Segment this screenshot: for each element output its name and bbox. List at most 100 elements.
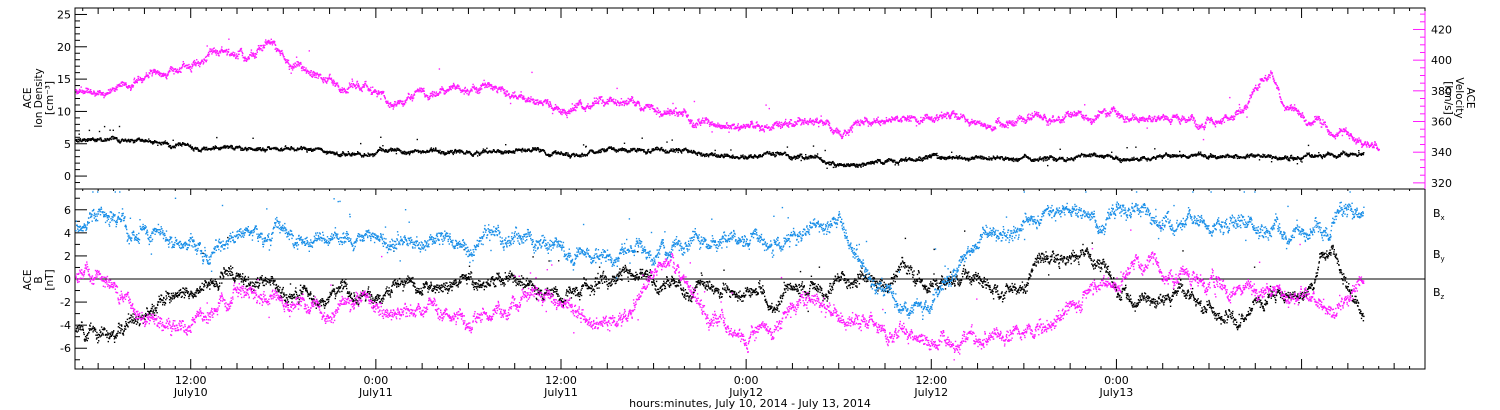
velocity-point (153, 70, 156, 72)
velocity-point (220, 50, 222, 52)
velocity-point (942, 114, 945, 116)
velocity-point (1031, 118, 1033, 120)
velocity-point (778, 122, 780, 125)
velocity-point (773, 124, 776, 126)
velocity-point (194, 61, 197, 64)
density-point (216, 136, 218, 139)
velocity-point (702, 117, 704, 119)
velocity-point (417, 90, 419, 92)
velocity-point (698, 118, 700, 120)
velocity-point (291, 65, 293, 67)
velocity-point (815, 120, 817, 123)
velocity-point (761, 125, 764, 127)
velocity-point (768, 107, 770, 110)
velocity-point (854, 121, 857, 123)
velocity-point (1276, 85, 1278, 87)
velocity-point (1238, 109, 1240, 111)
velocity-point (579, 99, 582, 101)
velocity-point (244, 57, 247, 60)
density-point (108, 139, 110, 142)
velocity-point (162, 74, 164, 76)
velocity-point (102, 94, 105, 96)
velocity-point (962, 114, 965, 116)
velocity-point (558, 107, 560, 110)
velocity-point (583, 107, 586, 109)
velocity-point (976, 120, 978, 122)
velocity-point (283, 56, 285, 58)
velocity-point (291, 67, 293, 69)
velocity-point (542, 103, 544, 106)
velocity-point (950, 117, 952, 119)
density-point (184, 143, 186, 145)
density-point (345, 153, 347, 155)
velocity-point (324, 80, 326, 82)
velocity-point (480, 87, 482, 89)
velocity-point (182, 65, 184, 67)
density-point (172, 139, 174, 141)
velocity-point (1327, 129, 1330, 131)
velocity-point (150, 70, 153, 72)
velocity-point (950, 115, 952, 117)
velocity-point (613, 98, 615, 100)
velocity-point (1011, 123, 1013, 125)
density-point (187, 144, 190, 146)
velocity-point (1306, 124, 1309, 127)
velocity-point (508, 92, 510, 95)
velocity-point (200, 60, 203, 62)
velocity-point (165, 74, 167, 76)
velocity-point (157, 70, 159, 72)
velocity-point (137, 77, 139, 80)
velocity-point (303, 66, 305, 68)
velocity-point (85, 90, 87, 93)
velocity-point (394, 101, 396, 103)
velocity-point (181, 64, 184, 66)
velocity-point (981, 124, 984, 126)
velocity-point (885, 120, 887, 122)
density-point (103, 140, 106, 142)
density-point (118, 139, 120, 141)
velocity-point (499, 88, 501, 90)
density-point (227, 147, 229, 149)
velocity-point (503, 89, 505, 91)
velocity-point (930, 117, 933, 119)
velocity-point (1006, 121, 1009, 124)
velocity-point (1324, 121, 1326, 123)
velocity-point (381, 92, 384, 94)
velocity-point (720, 124, 723, 127)
velocity-point (583, 107, 585, 109)
velocity-point (931, 116, 933, 118)
velocity-point (302, 65, 304, 68)
velocity-point (581, 105, 583, 108)
density-point (110, 138, 112, 141)
velocity-point (181, 67, 183, 69)
velocity-point (230, 52, 232, 55)
velocity-point (156, 72, 158, 74)
density-point (127, 138, 130, 141)
velocity-point (681, 115, 684, 117)
velocity-point (907, 116, 909, 118)
velocity-point (526, 98, 528, 100)
velocity-point (1193, 118, 1195, 120)
velocity-point (95, 93, 97, 96)
velocity-point (259, 44, 261, 47)
velocity-point (976, 123, 978, 125)
velocity-point (218, 51, 221, 53)
velocity-point (1163, 119, 1165, 121)
velocity-point (996, 122, 998, 124)
density-point (293, 147, 295, 149)
velocity-point (620, 98, 623, 100)
velocity-point (925, 115, 927, 117)
velocity-point (751, 121, 753, 124)
velocity-point (206, 59, 208, 61)
velocity-point (677, 112, 679, 114)
velocity-point (328, 77, 330, 80)
velocity-point (527, 98, 529, 100)
velocity-point (575, 109, 577, 112)
velocity-point (292, 63, 295, 65)
velocity-point (1152, 120, 1154, 123)
velocity-point (495, 85, 497, 88)
velocity-point (835, 128, 837, 130)
velocity-point (739, 126, 741, 128)
velocity-point (224, 49, 227, 51)
velocity-point (343, 90, 346, 93)
